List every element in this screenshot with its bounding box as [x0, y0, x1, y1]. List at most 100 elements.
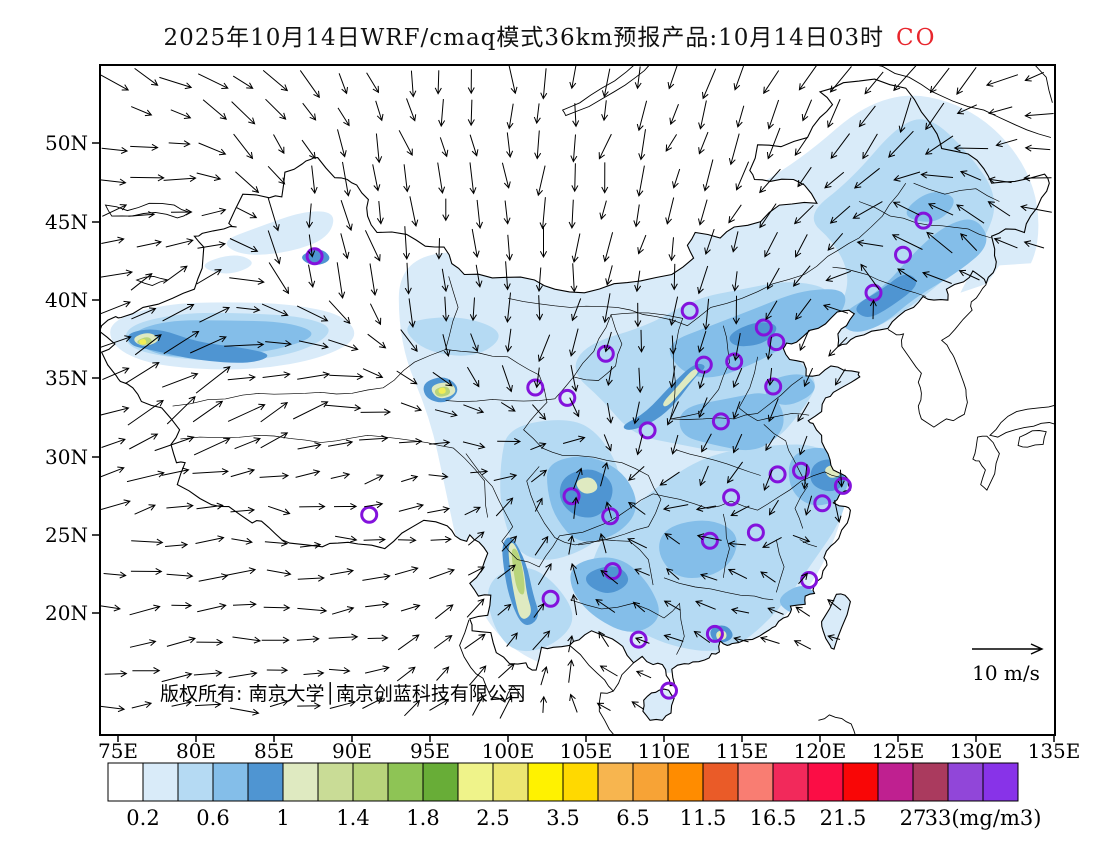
wind-arrow: [633, 204, 641, 228]
wind-scale-label: 10 m/s: [972, 661, 1040, 685]
wind-arrow: [229, 277, 265, 285]
wind-arrow: [404, 262, 412, 295]
wind-arrow: [400, 329, 418, 353]
wind-arrow: [296, 305, 329, 322]
wind-arrow: [569, 328, 579, 357]
wind-arrow: [702, 68, 717, 100]
wind-arrow: [131, 538, 164, 546]
wind-arrow: [759, 168, 781, 194]
wind-arrow: [860, 263, 880, 290]
wind-arrow: [697, 330, 707, 354]
wind-arrow: [265, 340, 292, 348]
colorbar-cell: [877, 762, 914, 802]
fill-region: [127, 329, 268, 363]
wind-arrow: [856, 239, 884, 247]
wind-arrow: [599, 665, 618, 677]
wind-arrow: [159, 76, 193, 90]
colorbar-cell: [142, 762, 179, 802]
wind-arrow: [795, 298, 812, 321]
wind-arrow: [572, 496, 580, 519]
wind-arrow: [196, 269, 222, 285]
wind-arrow: [634, 66, 642, 90]
wind-arrow: [762, 536, 782, 548]
wind-arrow: [493, 473, 518, 481]
wind-arrow: [533, 367, 541, 389]
wind-arrow: [532, 630, 551, 651]
wind-arrow: [627, 501, 646, 515]
wind-arrow: [475, 264, 483, 288]
wind-arrow: [127, 399, 164, 426]
wind-arrow: [199, 306, 231, 323]
copyright-text: 版权所有: 南京大学│南京创蓝科技有限公司: [160, 682, 526, 705]
wind-arrow: [696, 533, 722, 541]
wind-arrow: [824, 171, 845, 189]
wind-arrow: [375, 100, 384, 122]
wind-arrow: [532, 404, 547, 421]
province-border: [570, 599, 685, 655]
wind-arrow: [262, 371, 291, 379]
wind-arrow: [303, 669, 325, 677]
wind-arrow: [408, 298, 416, 328]
wind-arrow: [232, 636, 262, 644]
wind-arrow: [731, 271, 739, 292]
x-axis-label: 95E: [410, 739, 450, 763]
station-circle-shijiazhuang: [725, 352, 744, 371]
wind-arrow: [797, 166, 812, 188]
wind-arrow: [299, 541, 322, 549]
wind-arrow: [506, 103, 514, 130]
wind-arrow: [100, 335, 132, 349]
wind-arrow: [562, 435, 586, 444]
wind-arrow: [375, 133, 383, 164]
station-circle-hangzhou: [813, 494, 832, 513]
wind-arrow: [763, 469, 773, 491]
wind-arrow: [570, 593, 578, 616]
wind-arrow: [732, 333, 741, 362]
wind-arrow: [637, 329, 645, 353]
wind-arrow: [536, 295, 544, 321]
wind-arrow: [893, 171, 921, 182]
wind-arrow: [793, 204, 814, 225]
wind-arrow: [196, 172, 222, 181]
title-text: 2025年10月14日WRF/cmaq模式36km预报产品:10月14日03时: [163, 25, 884, 51]
wind-arrow: [329, 699, 357, 709]
wind-arrow: [599, 200, 607, 221]
colorbar-label: 21.5: [820, 806, 867, 830]
china-coastline: [100, 78, 1050, 687]
wind-arrow: [170, 109, 192, 119]
wind-arrow: [362, 368, 384, 379]
wind-arrow: [193, 437, 231, 456]
wind-arrow: [1023, 174, 1052, 182]
wind-arrow: [266, 666, 289, 674]
wind-arrow: [129, 433, 159, 450]
colorbar-cell: [247, 762, 284, 802]
x-axis-label: 80E: [176, 739, 216, 763]
wind-arrow: [469, 162, 477, 195]
wind-arrow: [369, 303, 382, 326]
wind-arrow: [132, 667, 161, 675]
wind-arrow: [571, 163, 579, 193]
x-axis-label: 75E: [98, 739, 138, 763]
station-circle-tianjin: [767, 333, 786, 352]
wind-arrow: [161, 671, 193, 683]
wind-arrow: [196, 638, 224, 646]
wind-arrow: [637, 234, 647, 255]
wind-arrow: [569, 693, 578, 713]
y-axis-label: 25N: [45, 523, 88, 547]
fill-region: [586, 566, 629, 593]
wind-arrow: [663, 600, 681, 611]
colorbar-label: 11.5: [680, 806, 727, 830]
wind-arrow: [668, 237, 676, 262]
wind-arrow: [328, 300, 351, 325]
wind-arrows-layer: [100, 65, 1054, 719]
wind-arrow: [397, 536, 417, 544]
wind-arrow: [197, 603, 227, 613]
province-border: [172, 276, 459, 407]
wind-arrow: [834, 500, 842, 523]
colorbar-cell: [667, 762, 704, 802]
wind-arrow: [469, 134, 479, 157]
wind-arrow: [659, 471, 680, 486]
station-circle-lanzhou: [558, 388, 577, 407]
wind-arrow: [605, 265, 613, 286]
wind-arrow: [498, 663, 515, 679]
